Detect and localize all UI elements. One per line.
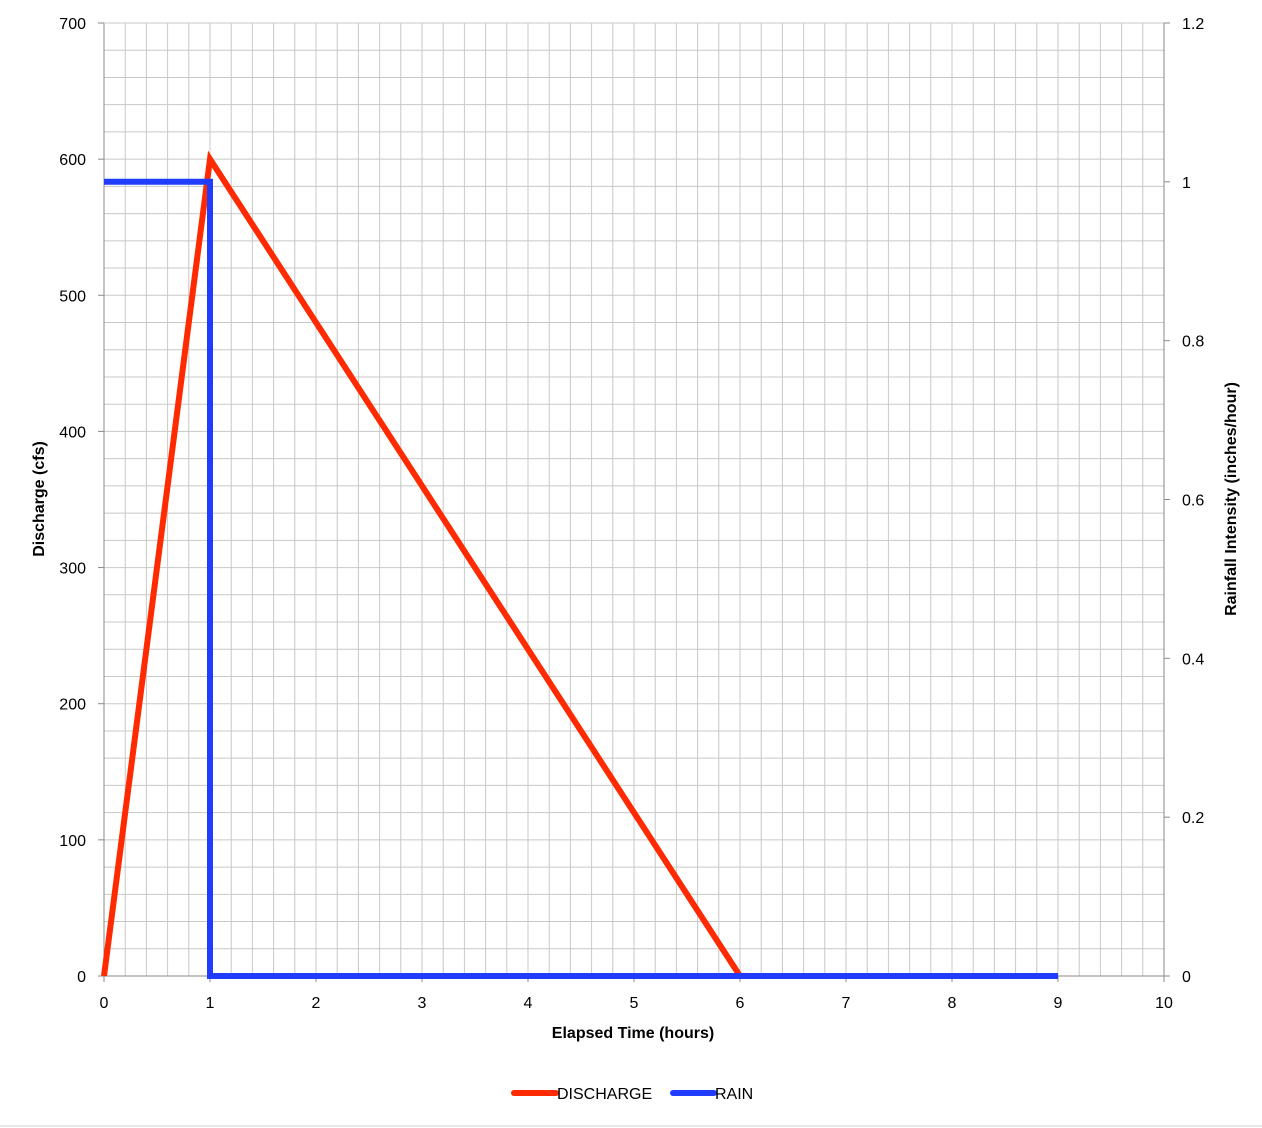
y2-tick-label: 0.4 [1182, 651, 1204, 668]
y2-tick-label: 1.2 [1182, 16, 1204, 33]
x-tick-label: 6 [736, 995, 745, 1012]
series-line-rain [104, 178, 1058, 979]
y-tick-label: 400 [59, 424, 86, 441]
x-tick-label: 3 [418, 995, 427, 1012]
axes: 0 1 2 3 4 5 6 7 8 9 10010020030040050060070000.20.… [59, 16, 1204, 1012]
x-tick-label: 10 [1155, 995, 1173, 1012]
x-tick-label: 8 [948, 995, 957, 1012]
y-tick-label: 100 [59, 833, 86, 850]
y2-axis-title: Rainfall Intensity (inches/hour) [1223, 382, 1240, 616]
y2-tick-label: 0.2 [1182, 810, 1204, 827]
y-tick-label: 500 [59, 288, 86, 305]
x-tick-label: 4 [524, 995, 533, 1012]
y2-tick-label: 0.6 [1182, 493, 1204, 510]
y-tick-label: 700 [59, 16, 86, 33]
legend-label-discharge: DISCHARGE [557, 1086, 652, 1103]
x-tick-label: 9 [1054, 995, 1063, 1012]
x-tick-label: 0 [100, 995, 109, 1012]
legend: DISCHARGE RAIN [511, 1086, 753, 1103]
y2-tick-label: 0.8 [1182, 334, 1204, 351]
y-axis-title: Discharge (cfs) [31, 441, 48, 557]
x-axis-title: Elapsed Time (hours) [552, 1025, 714, 1042]
x-tick-label: 1 [206, 995, 215, 1012]
grid [104, 23, 1164, 976]
x-tick-label: 2 [312, 995, 321, 1012]
legend-label-rain: RAIN [715, 1086, 753, 1103]
series-lines [101, 150, 1058, 979]
y-tick-label: 300 [59, 561, 86, 578]
series-line-discharge [101, 150, 743, 978]
y-tick-label: 600 [59, 152, 86, 169]
y-tick-label: 200 [59, 697, 86, 714]
y2-tick-label: 0 [1182, 969, 1191, 986]
y-tick-label: 0 [77, 969, 86, 986]
y2-tick-label: 1 [1182, 175, 1191, 192]
x-tick-label: 5 [630, 995, 639, 1012]
x-tick-label: 7 [842, 995, 851, 1012]
